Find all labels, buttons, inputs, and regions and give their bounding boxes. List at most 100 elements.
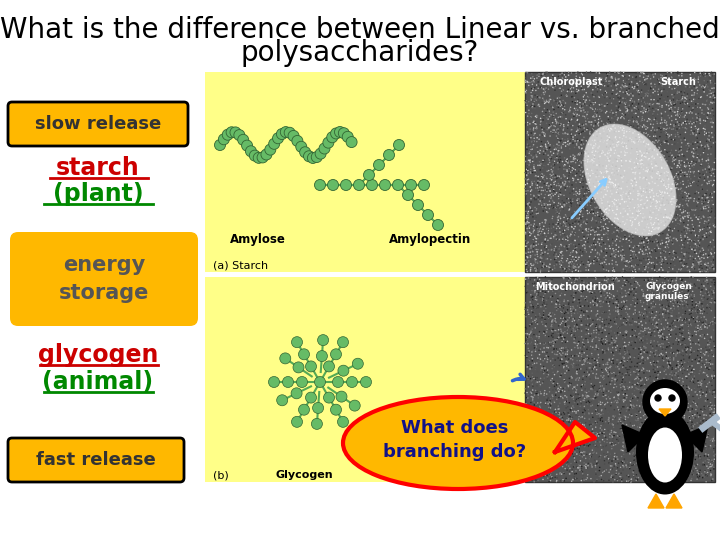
Point xyxy=(678,134,690,143)
Point xyxy=(593,93,605,102)
Point xyxy=(564,264,576,273)
Point xyxy=(612,476,624,485)
Point xyxy=(687,456,698,464)
Point xyxy=(581,280,593,289)
Point xyxy=(568,264,580,272)
Point xyxy=(586,432,598,441)
Point xyxy=(707,71,719,80)
Point xyxy=(600,441,612,450)
Point xyxy=(537,207,549,215)
Point xyxy=(654,295,665,304)
Point xyxy=(534,200,545,208)
Point xyxy=(703,105,714,113)
Point xyxy=(610,253,621,261)
Point xyxy=(568,442,580,451)
Point xyxy=(582,314,593,323)
Point xyxy=(702,222,714,231)
Point xyxy=(665,330,677,339)
Point xyxy=(664,248,675,257)
Point xyxy=(555,387,567,395)
Point xyxy=(613,388,624,397)
Point xyxy=(692,423,703,432)
Point xyxy=(591,235,603,244)
Point xyxy=(634,467,645,475)
Point xyxy=(525,248,536,256)
Point xyxy=(632,203,644,212)
Point xyxy=(577,360,588,369)
Point xyxy=(662,242,673,251)
Point xyxy=(695,416,706,425)
Point xyxy=(560,111,572,119)
Point xyxy=(536,301,547,309)
Point xyxy=(632,242,644,251)
Point xyxy=(549,95,561,104)
Point xyxy=(553,410,564,419)
Point xyxy=(603,344,614,353)
Point xyxy=(642,219,654,228)
Point xyxy=(562,167,573,176)
Point xyxy=(626,475,637,483)
Point xyxy=(606,172,618,181)
Point xyxy=(539,176,550,184)
Point xyxy=(701,186,713,194)
Point xyxy=(542,115,554,124)
Point xyxy=(683,343,694,352)
Point xyxy=(622,357,634,366)
Point xyxy=(577,249,589,258)
Point xyxy=(616,415,628,424)
Point xyxy=(610,307,621,315)
Point xyxy=(608,314,620,322)
Point xyxy=(531,373,543,382)
Point xyxy=(537,320,549,329)
Point xyxy=(648,427,660,436)
Point xyxy=(523,361,534,369)
Point xyxy=(647,278,659,286)
Point xyxy=(526,96,538,105)
Point xyxy=(565,168,577,177)
Point xyxy=(707,112,719,121)
Point xyxy=(667,321,678,330)
Point xyxy=(544,466,556,475)
Point xyxy=(696,160,707,168)
Point xyxy=(675,421,686,429)
Point xyxy=(568,331,580,340)
Point xyxy=(622,192,634,201)
Point xyxy=(636,291,647,300)
Point xyxy=(595,218,606,226)
Point xyxy=(626,116,637,125)
Point xyxy=(654,245,666,253)
Point xyxy=(593,330,605,339)
Point xyxy=(631,226,643,234)
Point xyxy=(560,320,572,328)
Point xyxy=(600,276,612,285)
Point xyxy=(542,355,554,364)
Point xyxy=(591,105,603,113)
Point xyxy=(657,340,669,348)
Point xyxy=(708,436,720,445)
Point xyxy=(625,410,636,419)
Point xyxy=(540,470,552,478)
Point xyxy=(695,151,706,159)
Point xyxy=(559,400,570,409)
Point xyxy=(520,167,531,176)
Point xyxy=(581,307,593,315)
Point xyxy=(567,393,579,401)
Point xyxy=(684,407,696,416)
Point xyxy=(626,117,638,126)
Point xyxy=(603,154,614,163)
Point xyxy=(609,68,621,76)
Point xyxy=(698,445,710,454)
Point xyxy=(590,274,602,283)
Point xyxy=(549,203,561,212)
Point xyxy=(649,366,660,374)
Point xyxy=(672,69,683,78)
Point xyxy=(611,205,623,214)
Point xyxy=(562,223,574,232)
Point xyxy=(686,474,698,483)
Circle shape xyxy=(364,170,374,180)
Point xyxy=(708,112,719,120)
Point xyxy=(699,202,711,211)
Point xyxy=(590,98,601,107)
Point xyxy=(577,408,589,417)
Point xyxy=(590,361,602,369)
